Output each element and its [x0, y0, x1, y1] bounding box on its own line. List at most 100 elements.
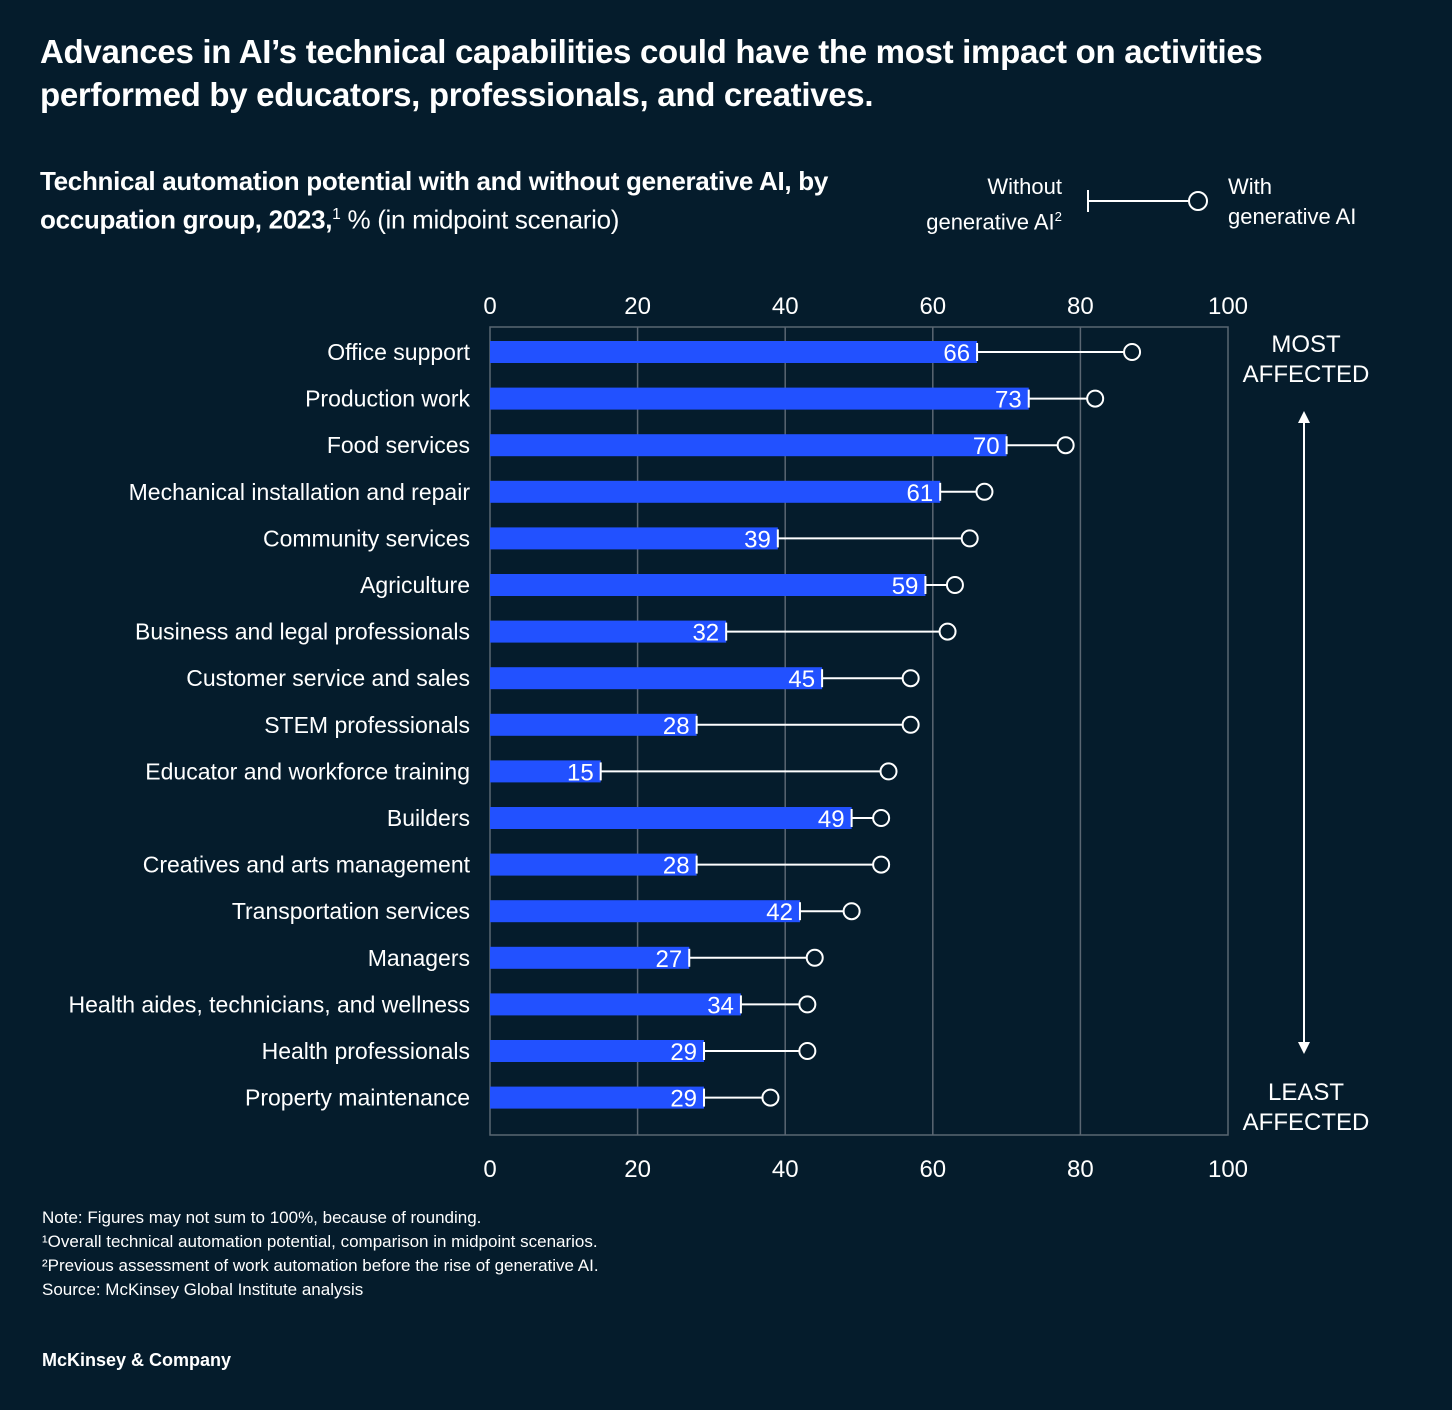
- legend-without-text: generative AI: [926, 209, 1055, 235]
- legend-without-sup: 2: [1054, 209, 1062, 224]
- category-label: Health professionals: [262, 1038, 470, 1064]
- category-label: Mechanical installation and repair: [129, 479, 471, 505]
- least-affected-label: LEAST AFFECTED: [1236, 1078, 1376, 1138]
- bar-without-ai: [490, 1040, 705, 1062]
- most-affected-label: MOST AFFECTED: [1236, 330, 1376, 390]
- category-label: Creatives and arts management: [143, 852, 471, 878]
- most-label-2: AFFECTED: [1242, 361, 1370, 388]
- bar-without-ai: [490, 900, 800, 923]
- value-label-without-ai: 39: [744, 526, 771, 553]
- legend-without-line1: Without: [987, 174, 1062, 199]
- value-label-without-ai: 70: [973, 433, 1000, 460]
- note-rounding: Note: Figures may not sum to 100%, becau…: [42, 1208, 482, 1227]
- value-label-without-ai: 15: [567, 759, 594, 786]
- subtitle-footnote: 1: [332, 206, 341, 223]
- value-label-without-ai: 42: [766, 899, 793, 926]
- with-ai-marker: [945, 576, 964, 594]
- x-tick-label-top: 100: [1208, 293, 1248, 320]
- with-ai-marker: [879, 762, 898, 781]
- with-ai-marker: [975, 482, 994, 501]
- legend-with-line2: generative AI: [1228, 204, 1357, 229]
- x-tick-label-top: 80: [1067, 293, 1094, 320]
- bar-without-ai: [490, 946, 690, 969]
- subtitle-bold: Technical automation potential with and …: [40, 166, 829, 235]
- category-label: Customer service and sales: [186, 665, 470, 691]
- bar-without-ai: [490, 993, 741, 1016]
- bar-without-ai: [490, 807, 852, 829]
- note-source: Source: McKinsey Global Institute analys…: [42, 1280, 364, 1299]
- value-label-without-ai: 45: [788, 666, 815, 693]
- x-tick-label-top: 0: [483, 293, 496, 320]
- category-label: Production work: [305, 386, 470, 412]
- x-tick-label-top: 40: [772, 293, 799, 320]
- with-ai-marker: [960, 529, 979, 548]
- with-ai-marker: [872, 809, 891, 827]
- category-label: Educator and workforce training: [145, 758, 470, 784]
- with-ai-marker: [805, 948, 824, 967]
- legend-without-line2: generative AI2: [926, 202, 1062, 237]
- bar-without-ai: [490, 760, 601, 783]
- with-ai-marker: [798, 1042, 817, 1060]
- with-ai-marker: [798, 995, 817, 1014]
- x-tick-label-bottom: 60: [919, 1156, 946, 1183]
- legend-without: Without generative AI2: [926, 172, 1062, 237]
- value-label-without-ai: 29: [670, 1039, 697, 1066]
- x-tick-label-bottom: 0: [483, 1156, 496, 1183]
- value-label-without-ai: 29: [670, 1086, 697, 1113]
- value-label-without-ai: 28: [663, 713, 690, 740]
- with-ai-marker: [901, 669, 920, 688]
- bar-without-ai: [490, 853, 697, 876]
- legend-with-marker: [1188, 191, 1208, 211]
- x-tick-label-bottom: 100: [1208, 1156, 1248, 1183]
- most-label-1: MOST: [1271, 331, 1341, 358]
- bar-without-ai: [490, 434, 1007, 457]
- x-tick-label-bottom: 80: [1067, 1156, 1094, 1183]
- value-label-without-ai: 34: [707, 992, 734, 1019]
- value-label-without-ai: 66: [943, 340, 970, 367]
- arrow-up-icon: [1298, 411, 1310, 423]
- note-2: ²Previous assessment of work automation …: [42, 1256, 599, 1275]
- category-label: Managers: [368, 945, 470, 971]
- category-label: Transportation services: [232, 898, 470, 924]
- legend-with: With generative AI: [1228, 172, 1356, 232]
- with-ai-marker: [761, 1088, 780, 1107]
- category-label: Business and legal professionals: [135, 619, 470, 645]
- subtitle-rest: % (in midpoint scenario): [340, 204, 620, 235]
- value-label-without-ai: 59: [892, 573, 919, 600]
- bar-without-ai: [490, 620, 727, 643]
- category-label: Food services: [327, 432, 470, 458]
- x-tick-label-bottom: 20: [624, 1156, 651, 1183]
- x-tick-label-top: 20: [624, 293, 651, 320]
- with-ai-marker: [1123, 343, 1142, 361]
- note-1: ¹Overall technical automation potential,…: [42, 1232, 598, 1251]
- category-label: Office support: [327, 339, 470, 365]
- with-ai-marker: [842, 902, 861, 921]
- with-ai-marker: [1086, 389, 1105, 408]
- bar-without-ai: [490, 480, 941, 503]
- chart-subtitle: Technical automation potential with and …: [40, 164, 860, 237]
- chart-title: Advances in AI’s technical capabilities …: [40, 33, 1263, 113]
- x-tick-label-bottom: 40: [772, 1156, 799, 1183]
- least-label-2: AFFECTED: [1242, 1109, 1370, 1136]
- arrow-down-icon: [1298, 1042, 1310, 1054]
- category-label: Health aides, technicians, and wellness: [69, 991, 470, 1017]
- category-label: Community services: [263, 525, 470, 551]
- bar-without-ai: [490, 713, 697, 736]
- value-label-without-ai: 61: [906, 480, 933, 507]
- value-label-without-ai: 32: [692, 620, 719, 647]
- category-label: Property maintenance: [245, 1085, 470, 1111]
- bar-without-ai: [490, 527, 778, 550]
- value-label-without-ai: 49: [818, 806, 845, 833]
- x-tick-label-top: 60: [919, 293, 946, 320]
- with-ai-marker: [938, 622, 957, 641]
- category-label: Agriculture: [360, 572, 470, 598]
- category-label: STEM professionals: [264, 712, 470, 738]
- value-label-without-ai: 28: [663, 853, 690, 880]
- with-ai-marker: [901, 715, 920, 734]
- with-ai-marker: [872, 855, 891, 874]
- bar-without-ai: [490, 387, 1029, 410]
- with-ai-marker: [1056, 436, 1075, 455]
- bar-without-ai: [490, 667, 823, 690]
- bar-without-ai: [490, 574, 926, 596]
